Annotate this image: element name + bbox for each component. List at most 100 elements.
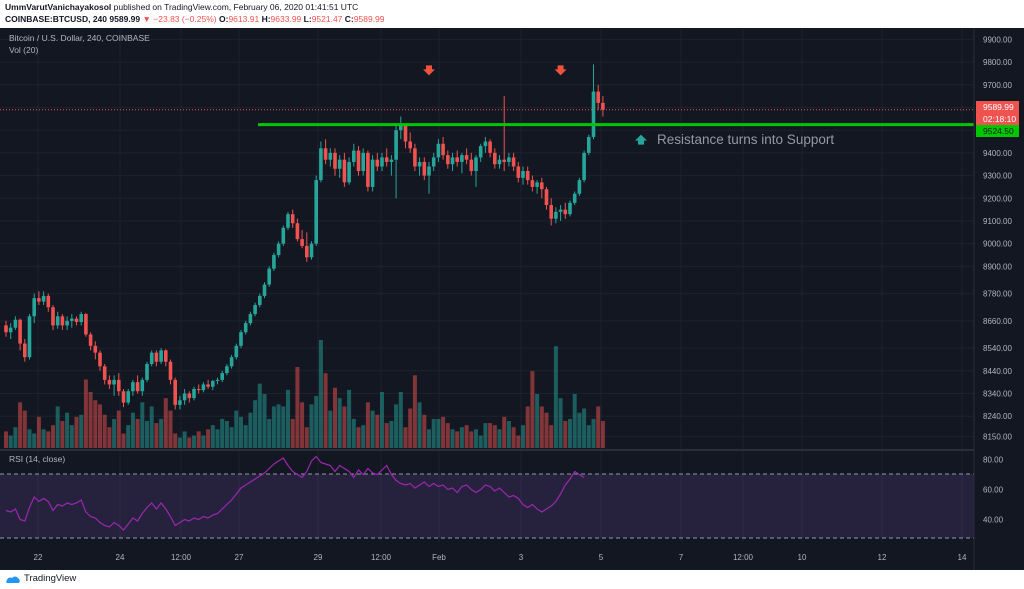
candle bbox=[74, 316, 79, 326]
volume-bar bbox=[46, 431, 51, 448]
candle-body bbox=[309, 243, 314, 258]
candle-body bbox=[88, 334, 93, 346]
candle bbox=[328, 148, 333, 167]
candle-body bbox=[102, 366, 107, 380]
candle bbox=[333, 148, 337, 176]
candle bbox=[290, 209, 295, 228]
time-tick-label: 7 bbox=[679, 553, 684, 562]
candle bbox=[206, 379, 210, 389]
volume-bar bbox=[234, 410, 239, 448]
candle bbox=[70, 314, 74, 328]
candle bbox=[286, 211, 290, 231]
candle bbox=[248, 311, 253, 326]
candle-body bbox=[483, 141, 488, 147]
volume-bar bbox=[262, 394, 267, 448]
volume-bar bbox=[337, 398, 342, 448]
candle-body bbox=[563, 209, 568, 215]
price-tick-label: 9700.00 bbox=[983, 81, 1012, 90]
volume-bar bbox=[8, 435, 13, 448]
time-tick-label: 14 bbox=[958, 553, 967, 562]
time-tick-label: 12:00 bbox=[371, 553, 392, 562]
candle-body bbox=[361, 152, 365, 172]
price-chart[interactable]: Resistance turns into Support 9900.00 980… bbox=[0, 28, 1024, 570]
volume-bar bbox=[365, 402, 370, 448]
candle-body bbox=[568, 202, 572, 215]
volume-bar bbox=[591, 418, 596, 448]
candle bbox=[422, 157, 427, 181]
volume-bar bbox=[333, 387, 337, 448]
volume-bar bbox=[276, 404, 281, 448]
volume-bar bbox=[107, 427, 112, 448]
volume-bar bbox=[582, 408, 587, 448]
candle bbox=[112, 375, 116, 396]
candle-body bbox=[243, 323, 248, 333]
volume-bar bbox=[347, 389, 352, 448]
candle-body bbox=[55, 316, 60, 326]
price-tick-label: 8150.00 bbox=[983, 433, 1012, 442]
volume-bar bbox=[464, 425, 469, 448]
volume-bar bbox=[239, 416, 243, 448]
volume-bar bbox=[177, 437, 182, 448]
volume-bar bbox=[422, 414, 427, 448]
volume-bar bbox=[60, 421, 65, 448]
price-tick-label: 9400.00 bbox=[983, 149, 1012, 158]
candle bbox=[140, 377, 145, 396]
candle bbox=[356, 146, 361, 176]
open-value: 9613.91 bbox=[228, 14, 260, 24]
candle-body bbox=[446, 155, 450, 165]
candle bbox=[337, 155, 342, 178]
candle bbox=[460, 152, 464, 174]
footer-brand[interactable]: TradingView bbox=[24, 573, 77, 584]
rsi-line bbox=[5, 455, 585, 531]
price-tick-label: 8340.00 bbox=[983, 390, 1012, 399]
time-axis[interactable]: 22 24 12:00 27 29 12:00 Feb 3 5 7 12:00 10 12 14 bbox=[34, 553, 967, 562]
candle bbox=[549, 198, 553, 226]
candle bbox=[417, 157, 422, 176]
candle bbox=[591, 64, 596, 140]
price-tick-label: 9200.00 bbox=[983, 194, 1012, 203]
candle-body bbox=[300, 239, 304, 246]
volume-bar bbox=[398, 391, 403, 448]
volume-bar bbox=[140, 402, 145, 448]
candle bbox=[450, 152, 455, 172]
candle bbox=[436, 139, 441, 162]
volume-bar bbox=[159, 418, 164, 448]
candle bbox=[262, 282, 267, 299]
publish-info: published on TradingView.com, February 0… bbox=[113, 2, 359, 12]
candle-body bbox=[159, 350, 163, 362]
candle-body bbox=[154, 352, 159, 362]
volume-bar bbox=[384, 423, 389, 448]
volume-bar bbox=[267, 418, 272, 448]
volume-bar bbox=[112, 418, 117, 448]
volume-bar bbox=[27, 429, 32, 448]
volume-bar bbox=[135, 418, 140, 448]
candle bbox=[596, 84, 600, 110]
candle bbox=[347, 157, 351, 185]
volume-bar bbox=[431, 418, 436, 448]
candle-body bbox=[577, 180, 582, 194]
time-tick-label: Feb bbox=[432, 553, 446, 562]
volume-bar bbox=[168, 410, 173, 448]
time-tick-label: 10 bbox=[798, 553, 807, 562]
candle bbox=[239, 329, 243, 349]
candle-body bbox=[507, 157, 511, 162]
symbol-label: COINBASE:BTCUSD, 240 bbox=[5, 14, 108, 24]
candle-body bbox=[554, 211, 558, 219]
candle-body bbox=[399, 125, 403, 131]
candle-body bbox=[32, 298, 36, 317]
volume-bar bbox=[18, 402, 23, 448]
volume-bar bbox=[126, 425, 131, 448]
volume-bar bbox=[281, 406, 286, 448]
candle bbox=[511, 152, 516, 172]
candle-body bbox=[112, 379, 116, 385]
candle-body bbox=[84, 314, 88, 335]
rsi-tick-label: 40.00 bbox=[983, 516, 1004, 525]
candle bbox=[4, 320, 8, 337]
candle bbox=[173, 377, 177, 410]
candle bbox=[234, 343, 239, 360]
candle bbox=[305, 232, 309, 262]
annotation-text[interactable]: Resistance turns into Support bbox=[657, 132, 834, 147]
author-name[interactable]: UmmVarutVanichayakosol bbox=[5, 2, 112, 12]
candle-body bbox=[93, 345, 98, 353]
candle bbox=[135, 375, 140, 394]
